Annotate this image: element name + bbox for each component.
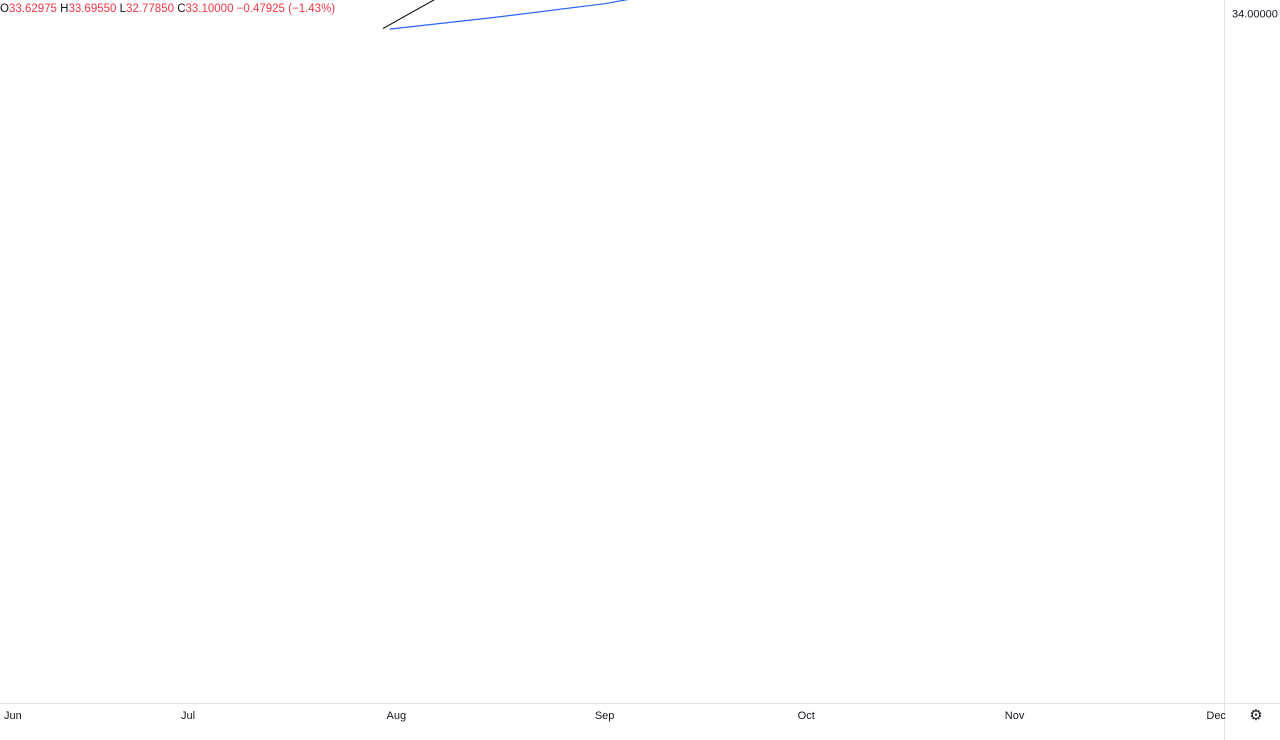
price-axis-bg: [1224, 0, 1280, 740]
open-value: 33.62975: [8, 3, 57, 15]
low-value: 32.77850: [126, 3, 174, 15]
x-tick-label: Jul: [181, 710, 195, 722]
high-value: 33.69550: [68, 3, 117, 15]
x-tick-label: Sep: [595, 710, 615, 722]
x-tick-label: Aug: [387, 710, 407, 722]
x-tick-label: Oct: [798, 710, 815, 722]
high-label: H: [60, 3, 69, 15]
x-tick-label: Jun: [4, 710, 22, 722]
gear-icon[interactable]: ⚙: [1249, 707, 1263, 724]
x-tick-label: Dec: [1206, 710, 1226, 722]
moving-average-line: [389, 0, 629, 30]
channel-line-lower: [382, 0, 435, 29]
close-value: 33.10000: [185, 3, 234, 15]
low-label: L: [119, 3, 127, 15]
close-label: C: [177, 3, 186, 15]
y-tick-label: 34.00000: [1232, 8, 1278, 20]
x-tick-label: Nov: [1005, 710, 1025, 722]
time-axis-bg: [0, 703, 1224, 740]
ohlc-legend: O33.62975 H33.69550 L32.77850 C33.10000 …: [0, 0, 340, 18]
open-label: O: [0, 3, 9, 15]
change-value: −0.47925 (−1.43%): [236, 3, 336, 15]
